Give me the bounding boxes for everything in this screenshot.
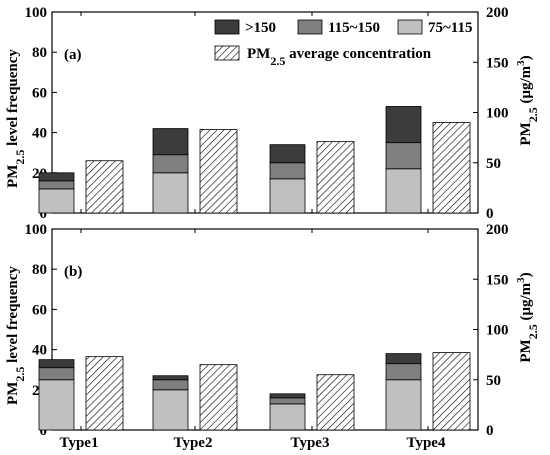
right-tick-label: 0	[486, 423, 494, 439]
right-tick-label: 200	[486, 222, 509, 238]
bar-150-type4	[385, 106, 422, 144]
avg-bar-type3	[316, 374, 355, 431]
avg-bar-type4	[432, 122, 471, 214]
bar-75115-type2	[152, 172, 189, 214]
panel-label: (b)	[64, 264, 82, 280]
bar-150-type3	[269, 393, 306, 399]
left-tick-label: 100	[25, 222, 48, 238]
right-tick-label: 200	[486, 5, 509, 21]
y-right-label: PM2.5 (μg/m3)	[515, 272, 540, 362]
legend-swatch	[297, 19, 323, 35]
bar-75115-type1	[38, 379, 75, 431]
bar-75115-type3	[269, 178, 306, 214]
category-label-type4: Type4	[407, 435, 446, 451]
right-tick-label: 150	[486, 272, 509, 288]
y-right-label: PM2.5 (μg/m3)	[515, 55, 540, 145]
avg-bar-type2	[199, 364, 238, 431]
bar-75115-type2	[152, 389, 189, 431]
bar-115150-type2	[152, 379, 189, 391]
avg-bar-type1	[85, 160, 124, 214]
legend-swatch	[214, 19, 240, 35]
bar-75115-type3	[269, 403, 306, 431]
category-label-type1: Type1	[60, 435, 99, 451]
bar-150-type3	[269, 144, 306, 164]
bar-115150-type4	[385, 363, 422, 381]
avg-bar-type2	[199, 129, 238, 214]
category-label-type2: Type2	[174, 435, 213, 451]
bar-115150-type3	[269, 397, 306, 405]
left-tick-label: 80	[32, 262, 47, 278]
bar-75115-type4	[385, 379, 422, 431]
bar-115150-type3	[269, 162, 306, 180]
legend: >150 115~150 75~115 PM2.5 average concentra…	[214, 19, 472, 68]
y-left-label: PM2.5 level frequency	[5, 49, 27, 188]
left-tick-label: 80	[32, 45, 47, 61]
legend-swatch	[397, 19, 423, 35]
bar-150-type4	[385, 353, 422, 365]
left-tick-label: 0	[40, 206, 48, 222]
bar-75115-type4	[385, 168, 422, 214]
right-tick-label: 0	[486, 206, 494, 222]
right-tick-label: 50	[486, 373, 501, 389]
bar-150-type1	[38, 359, 75, 369]
bar-150-type1	[38, 172, 75, 182]
right-tick-label: 100	[486, 323, 509, 339]
right-tick-label: 100	[486, 106, 509, 122]
avg-bar-type3	[316, 141, 355, 214]
left-tick-label: 100	[25, 5, 48, 21]
left-tick-label: 40	[32, 343, 47, 359]
legend-swatch	[214, 45, 240, 61]
left-tick-label: 0	[40, 423, 48, 439]
bar-115150-type2	[152, 154, 189, 174]
legend-label: PM2.5 average concentration	[247, 46, 432, 68]
panel-b: 020406080100050100150200(b)PM2.5 level f…	[5, 222, 540, 439]
right-tick-label: 150	[486, 55, 509, 71]
y-left-label: PM2.5 level frequency	[5, 266, 27, 405]
bar-150-type2	[152, 375, 189, 381]
left-tick-label: 60	[32, 302, 47, 318]
right-tick-label: 50	[486, 156, 501, 172]
bar-115150-type1	[38, 180, 75, 190]
bar-75115-type1	[38, 188, 75, 214]
bar-150-type2	[152, 128, 189, 156]
panel-label: (a)	[64, 47, 82, 63]
legend-label: 115~150	[328, 20, 380, 36]
bar-115150-type4	[385, 142, 422, 170]
avg-bar-type1	[85, 356, 124, 431]
legend-label: >150	[245, 20, 276, 36]
left-tick-label: 40	[32, 126, 47, 142]
category-label-type3: Type3	[291, 435, 330, 451]
avg-bar-type4	[432, 352, 471, 431]
left-tick-label: 60	[32, 85, 47, 101]
bar-115150-type1	[38, 367, 75, 381]
legend-label: 75~115	[428, 20, 472, 36]
panel-a: 020406080100050100150200(a)PM2.5 level f…	[5, 5, 540, 222]
